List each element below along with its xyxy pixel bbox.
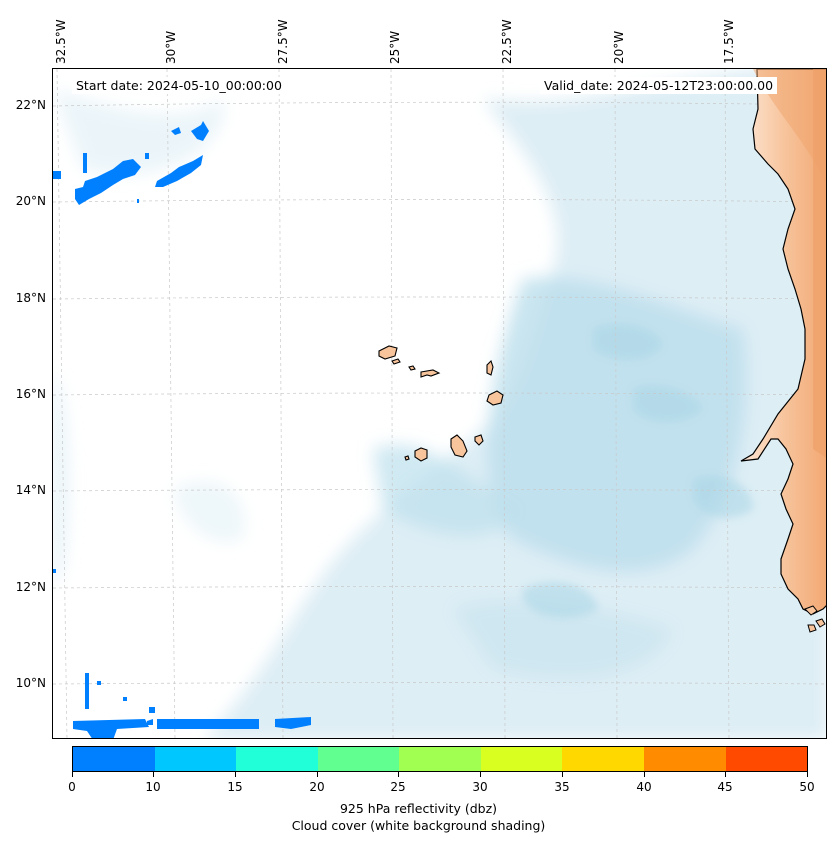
cloud-cover-shading <box>53 69 826 738</box>
colorbar-tick-label: 20 <box>309 780 325 794</box>
colorbar-tick <box>153 772 154 777</box>
lat-label-22n: 22°N <box>15 98 46 112</box>
bijagos-islands <box>804 605 826 633</box>
lon-label-32-5w: 32.5°W <box>54 19 68 64</box>
sal-island <box>486 359 494 376</box>
reflectivity-areas <box>53 121 311 738</box>
colorbar-bin-45-50 <box>725 747 808 771</box>
santiago-island <box>450 434 468 458</box>
colorbar-bin-20-25 <box>317 747 400 771</box>
colorbar-tick <box>562 772 563 777</box>
colorbar-subtitle: Cloud cover (white background shading) <box>291 818 546 833</box>
lat-label-12n: 12°N <box>15 580 46 594</box>
lat-label-10n: 10°N <box>15 676 46 690</box>
colorbar-bin-0-10 <box>73 747 155 771</box>
colorbar-tick-label: 0 <box>68 780 76 794</box>
start-date-label: Start date: 2024-05-10_00:00:00 <box>72 77 286 94</box>
map-canvas <box>53 69 826 738</box>
cape-verde-islands <box>378 345 504 462</box>
lat-label-18n: 18°N <box>15 291 46 305</box>
colorbar-tick-label: 45 <box>717 780 733 794</box>
colorbar <box>72 746 808 772</box>
lat-label-16n: 16°N <box>15 387 46 401</box>
colorbar-tick-label: 15 <box>227 780 243 794</box>
colorbar-tick <box>480 772 481 777</box>
valid-date-label: Valid_date: 2024-05-12T23:00:00.00 <box>540 77 778 94</box>
colorbar-tick-label: 50 <box>799 780 815 794</box>
colorbar-tick <box>644 772 645 777</box>
lat-label-14n: 14°N <box>15 483 46 497</box>
colorbar-bin-40-45 <box>643 747 726 771</box>
colorbar-tick <box>725 772 726 777</box>
colorbar-bin-10-15 <box>154 747 237 771</box>
colorbar-title: 925 hPa reflectivity (dbz) <box>339 801 498 816</box>
cloud-cover-ridges <box>523 324 753 618</box>
colorbar-bin-25-30 <box>399 747 481 771</box>
lon-label-25w: 25°W <box>388 30 402 64</box>
map-panel <box>52 68 827 739</box>
colorbar-tick-label: 40 <box>636 780 652 794</box>
brava-island <box>404 455 410 461</box>
colorbar-tick-label: 30 <box>472 780 488 794</box>
colorbar-tick <box>317 772 318 777</box>
graticule <box>53 69 826 738</box>
lon-label-30w: 30°W <box>164 30 178 64</box>
colorbar-tick <box>398 772 399 777</box>
lon-label-17-5w: 17.5°W <box>722 19 736 64</box>
colorbar-bin-15-20 <box>236 747 318 771</box>
boa-vista-island <box>486 390 504 406</box>
colorbar-tick <box>72 772 73 777</box>
colorbar-tick <box>807 772 808 777</box>
lat-label-20n: 20°N <box>15 194 46 208</box>
colorbar-tick-label: 35 <box>554 780 570 794</box>
lon-label-20w: 20°W <box>612 30 626 64</box>
colorbar-bin-35-40 <box>562 747 644 771</box>
colorbar-tick <box>235 772 236 777</box>
colorbar-tick-label: 10 <box>145 780 161 794</box>
maio-island <box>474 434 484 446</box>
santa-luzia-island <box>408 365 416 371</box>
colorbar-tick-label: 25 <box>390 780 406 794</box>
colorbar-bin-30-35 <box>480 747 563 771</box>
sao-nicolau-island <box>420 369 441 378</box>
sao-vicente-island <box>391 358 401 365</box>
fogo-island <box>414 447 428 462</box>
lon-label-22-5w: 22.5°W <box>500 19 514 64</box>
land-west-africa <box>740 69 826 615</box>
santo-antao-island <box>378 345 398 360</box>
lon-label-27-5w: 27.5°W <box>276 19 290 64</box>
